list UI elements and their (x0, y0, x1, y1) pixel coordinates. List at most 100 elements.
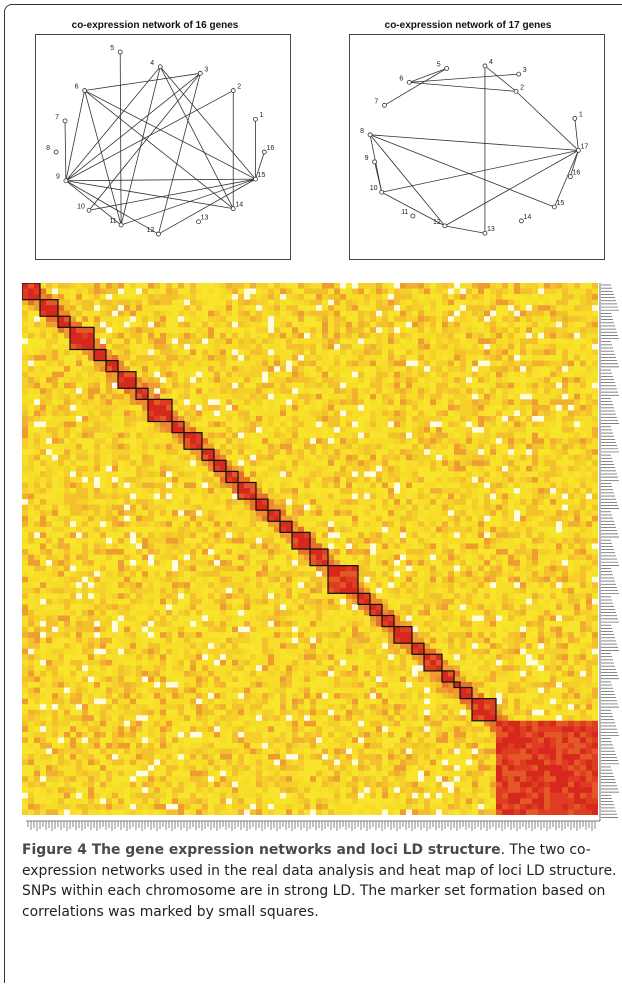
heatmap-cell (490, 537, 497, 544)
heatmap-cell (322, 476, 329, 483)
heatmap-cell (586, 294, 593, 301)
heatmap-cell (172, 432, 179, 439)
heatmap-cell (118, 371, 125, 378)
heatmap-cell (496, 537, 503, 544)
heatmap-cell (214, 288, 221, 295)
heatmap-cell (118, 488, 125, 494)
heatmap-cell (172, 316, 179, 323)
heatmap-cell (352, 366, 359, 373)
heatmap-cell (430, 377, 437, 384)
heatmap-cell (340, 310, 347, 317)
heatmap-cell (586, 438, 593, 445)
heatmap-cell (526, 343, 533, 350)
heatmap-cell (364, 321, 371, 328)
heatmap-cell (532, 404, 539, 411)
heatmap-cell (532, 432, 539, 439)
heatmap-cell (172, 360, 179, 367)
heatmap-cell (88, 510, 95, 517)
heatmap-cell (400, 454, 407, 461)
heatmap-cell (466, 283, 473, 289)
heatmap-cell (490, 283, 497, 289)
heatmap-cell (586, 399, 593, 406)
heatmap-cell (196, 310, 203, 317)
heatmap-cell (502, 416, 509, 422)
heatmap-cell (496, 310, 503, 317)
heatmap-cell (238, 488, 245, 494)
heatmap-cell (574, 549, 581, 555)
heatmap-cell (172, 305, 179, 312)
heatmap-cell (298, 332, 305, 339)
heatmap-cell (562, 377, 569, 384)
heatmap-cell (568, 460, 575, 467)
heatmap-cell (28, 476, 35, 483)
heatmap-cell (502, 316, 509, 323)
heatmap-cell (298, 377, 305, 384)
heatmap-cell (238, 537, 245, 544)
heatmap-cell (184, 493, 191, 500)
heatmap-cell (34, 399, 41, 406)
heatmap-cell (334, 515, 341, 522)
heatmap-cell (40, 560, 47, 567)
heatmap-cell (406, 460, 413, 467)
heatmap-cell (310, 294, 317, 301)
heatmap-cell (436, 482, 443, 489)
heatmap-cell (82, 316, 89, 323)
heatmap-cell (310, 549, 317, 555)
heatmap-cell (28, 305, 35, 312)
heatmap-cell (334, 488, 341, 494)
heatmap-cell (130, 526, 137, 533)
heatmap-cell (514, 449, 521, 456)
heatmap-cell (292, 554, 299, 561)
heatmap-cell (328, 393, 335, 400)
heatmap-cell (82, 471, 89, 478)
heatmap-cell (220, 432, 227, 439)
heatmap-cell (208, 432, 215, 439)
heatmap-cell (544, 349, 551, 356)
heatmap-cell (532, 399, 539, 406)
heatmap-cell (442, 510, 449, 517)
heatmap-cell (304, 427, 311, 434)
heatmap-cell (556, 371, 563, 378)
heatmap-cell (490, 549, 497, 555)
heatmap-cell (508, 515, 515, 522)
heatmap-cell (364, 416, 371, 422)
heatmap-cell (454, 438, 461, 445)
heatmap-cell (106, 355, 113, 361)
heatmap-cell (190, 432, 197, 439)
heatmap-cell (46, 543, 53, 550)
heatmap-cell (196, 526, 203, 533)
heatmap-cell (94, 532, 101, 539)
heatmap-cell (556, 327, 563, 334)
heatmap-cell (106, 560, 113, 567)
heatmap-cell (256, 404, 263, 411)
heatmap-cell (328, 310, 335, 317)
heatmap-cell (346, 355, 353, 361)
heatmap-cell (250, 460, 257, 467)
heatmap-cell (376, 371, 383, 378)
heatmap-cell (412, 343, 419, 350)
heatmap-cell (322, 432, 329, 439)
heatmap-cell (292, 410, 299, 417)
heatmap-cell (436, 504, 443, 511)
heatmap-cell (466, 465, 473, 472)
heatmap-cell (268, 343, 275, 350)
heatmap-cell (232, 471, 239, 478)
heatmap-cell (478, 554, 485, 561)
heatmap-cell (550, 476, 557, 483)
heatmap-cell (568, 404, 575, 411)
heatmap-cell (340, 449, 347, 456)
heatmap-cell (142, 294, 149, 301)
heatmap-cell (274, 427, 281, 434)
heatmap-cell (388, 449, 395, 456)
heatmap-cell (40, 532, 47, 539)
heatmap-cell (52, 421, 59, 428)
heatmap-cell (490, 421, 497, 428)
heatmap-cell (148, 377, 155, 384)
heatmap-cell (562, 332, 569, 339)
heatmap-cell (94, 404, 101, 411)
heatmap-cell (478, 449, 485, 456)
heatmap-cell (430, 443, 437, 450)
heatmap-cell (136, 515, 143, 522)
heatmap-cell (358, 432, 365, 439)
heatmap-cell (490, 543, 497, 550)
